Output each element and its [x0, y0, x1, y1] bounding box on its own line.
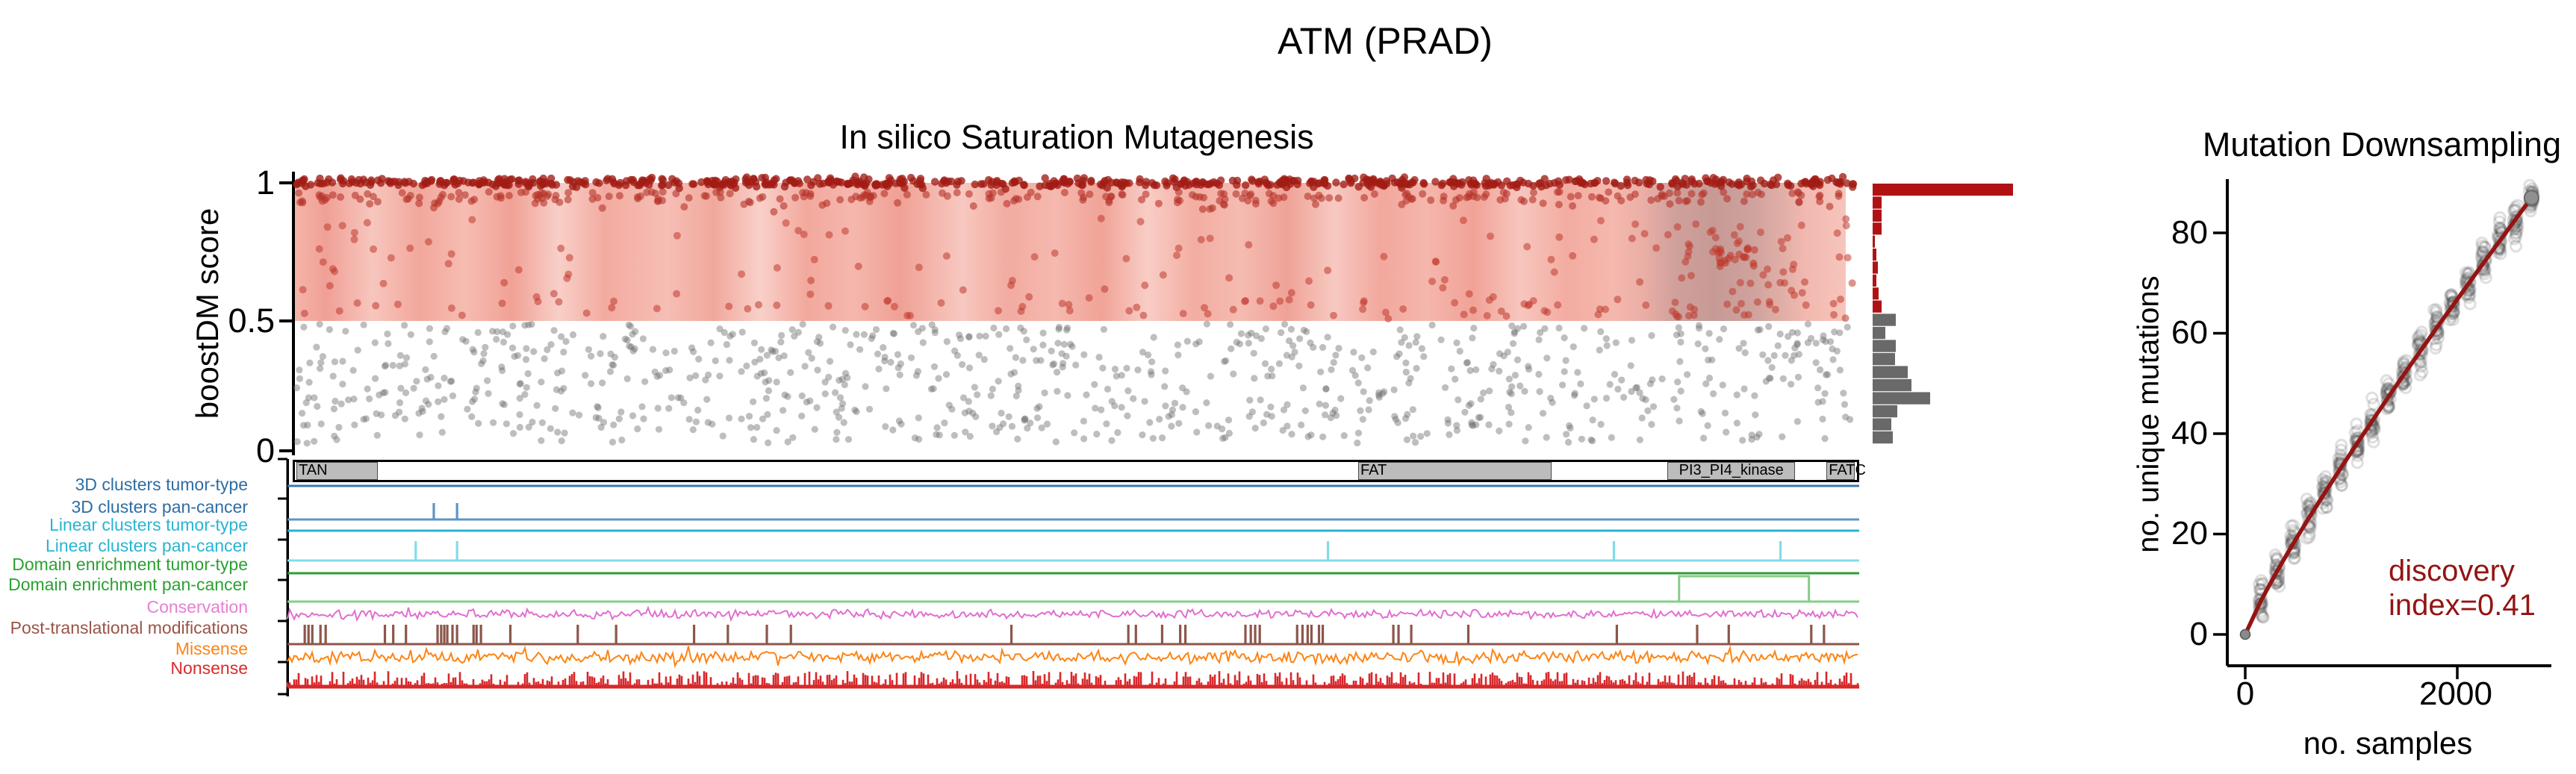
hist-bar-passenger [1873, 352, 1895, 366]
hist-bar-passenger [1873, 366, 1908, 378]
track-9 [287, 645, 1858, 669]
downsampling-ytick-20: 20 [2171, 515, 2208, 552]
domain-box-TAN [296, 462, 378, 480]
hist-bar-passenger [1873, 313, 1896, 326]
downsampling-xtick-2000: 2000 [2419, 675, 2492, 712]
hist-bar-passenger [1873, 340, 1896, 352]
domain-box-PI3_PI4_kinase [1667, 462, 1796, 480]
saturation-ytick-0: 0 [255, 431, 275, 469]
downsampling-ytick-40: 40 [2171, 415, 2208, 452]
hist-bar-driver [1873, 222, 1882, 235]
protein-domain-bar: TAN FAT PI3_PI4_kinase FATC [293, 460, 1866, 482]
passenger-points [293, 320, 1854, 447]
hist-bar-driver [1873, 209, 1882, 222]
discovery-index-line2: index=0.41 [2389, 589, 2536, 622]
saturation-y-axis-line [292, 172, 295, 455]
track-label-3: Linear clusters tumor-type [49, 515, 248, 534]
hist-bar-passenger [1873, 326, 1885, 340]
ytick-mark-05 [279, 319, 293, 322]
hist-bar-passenger [1873, 431, 1893, 444]
domain-label-FATC: FATC [1829, 462, 1866, 478]
track-label-column: 3D clusters tumor-type 3D clusters pan-ca… [0, 457, 249, 697]
track-4 [287, 541, 1859, 562]
driver-scattered-points [299, 214, 1856, 322]
track-2 [287, 503, 1859, 521]
hist-bar-driver [1873, 287, 1879, 300]
track-label-7: Conservation [146, 597, 248, 617]
feature-tracks-plot [278, 458, 1859, 696]
ds-final-point [2523, 190, 2539, 206]
hist-bar-driver [1873, 261, 1878, 274]
hist-bar-driver [1873, 235, 1875, 248]
hist-bar-driver [1873, 300, 1882, 313]
ytick-mark-0 [279, 449, 293, 452]
track-label-6: Domain enrichment pan-cancer [8, 575, 248, 594]
driver-band-points [293, 172, 1858, 216]
saturation-scatter-plot [293, 172, 1858, 447]
page-title: ATM (PRAD) [1278, 20, 1493, 62]
track-6 [287, 575, 1859, 603]
track-label-9: Missense [175, 639, 248, 658]
hist-bar-passenger [1873, 405, 1897, 418]
domain-box-FATC [1826, 462, 1855, 480]
track-label-10: Nonsense [170, 658, 248, 678]
score-histogram [1873, 184, 2013, 444]
hist-bar-driver [1873, 274, 1876, 287]
hist-bar-passenger [1873, 378, 1911, 392]
track-label-4: Linear clusters pan-cancer [45, 536, 248, 555]
track-label-8: Post-translational modifications [10, 618, 248, 637]
track-7 [287, 605, 1858, 622]
downsampling-scatter-plot [2213, 178, 2551, 679]
domain-box-FAT [1357, 462, 1552, 480]
discovery-index-line1: discovery [2389, 555, 2515, 587]
discovery-index-annotation: discovery index=0.41 [2389, 554, 2536, 622]
downsampling-ytick-0: 0 [2189, 616, 2208, 652]
track-10 [286, 671, 1859, 689]
downsampling-ytick-80: 80 [2171, 214, 2208, 251]
ds-trend-curve [2243, 196, 2534, 637]
hist-bar-passenger [1873, 418, 1891, 431]
downsampling-title: Mutation Downsampling [2202, 125, 2562, 163]
ds-origin-point [2239, 628, 2251, 640]
track-label-2: 3D clusters pan-cancer [71, 497, 249, 516]
track-label-5: Domain enrichment tumor-type [12, 555, 248, 574]
downsampling-xtick-0: 0 [2236, 675, 2255, 712]
ytick-mark-1 [279, 181, 293, 184]
saturation-title: In silico Saturation Mutagenesis [839, 118, 1314, 156]
tracks-axis-line [286, 459, 289, 696]
driver-region-shading [295, 183, 1846, 321]
downsampling-xlabel: no. samples [2303, 725, 2473, 761]
saturation-ytick-05: 0.5 [228, 302, 275, 340]
hist-bar-driver [1873, 249, 1876, 261]
hist-bar-driver [1873, 196, 1882, 209]
saturation-ytick-1: 1 [255, 163, 275, 202]
hist-bar-driver [1873, 184, 2013, 196]
domain-label-FAT: FAT [1360, 462, 1387, 478]
domain-label-PI3_PI4_kinase: PI3_PI4_kinase [1679, 462, 1784, 478]
track-8 [287, 625, 1859, 646]
track-label-1: 3D clusters tumor-type [75, 475, 248, 494]
hist-bar-passenger [1873, 392, 1930, 405]
downsampling-ytick-60: 60 [2171, 314, 2208, 351]
domain-label-TAN: TAN [299, 462, 328, 478]
